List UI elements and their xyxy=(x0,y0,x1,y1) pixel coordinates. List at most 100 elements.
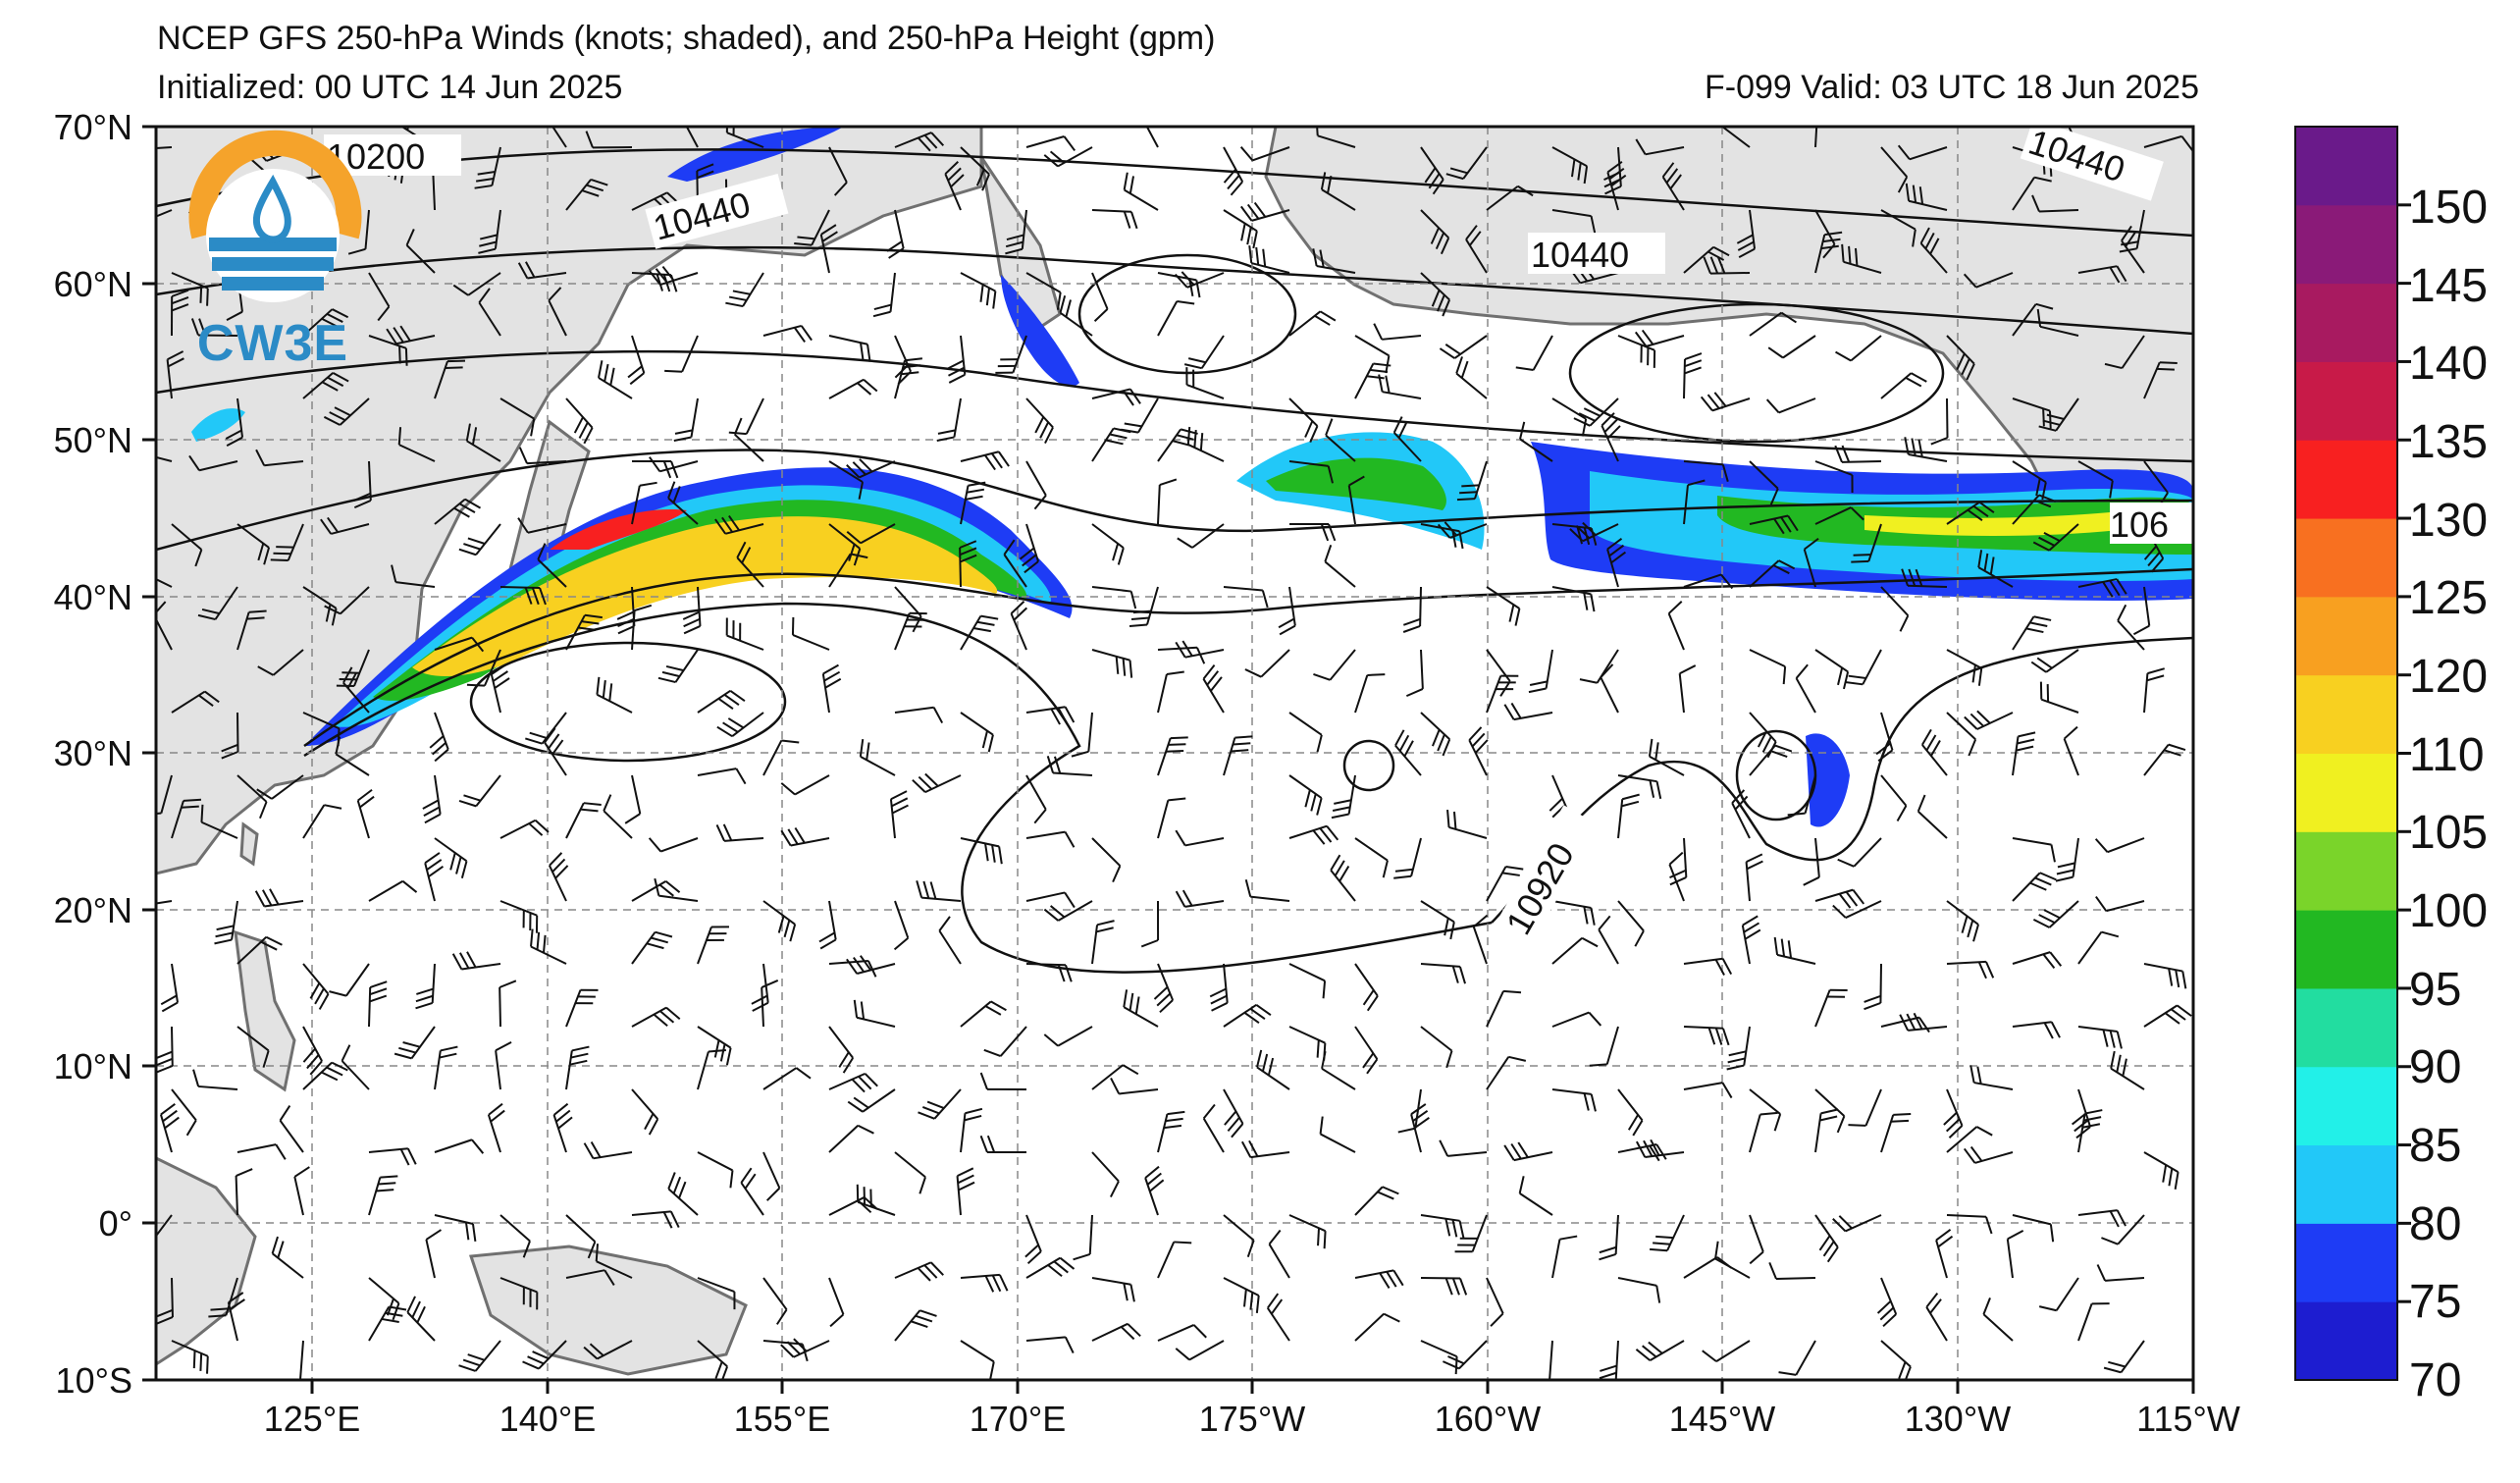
wind-barb-feather xyxy=(1382,860,1389,878)
wind-barb xyxy=(2012,303,2037,337)
colorbar-tick-label: 70 xyxy=(2409,1354,2461,1406)
wind-barb-feather xyxy=(1320,523,1330,542)
wind-barb-feather xyxy=(552,1102,569,1116)
wind-barb xyxy=(1145,127,1159,148)
wind-barb-feather xyxy=(376,1189,394,1192)
wind-barb xyxy=(565,1214,597,1243)
wind-barb-feather xyxy=(226,310,243,321)
wind-barb-feather xyxy=(930,132,945,146)
wind-barb-feather xyxy=(683,625,701,635)
wind-barb-feather xyxy=(422,799,440,810)
wind-barb-feather xyxy=(1473,914,1489,928)
wind-barb xyxy=(828,460,864,483)
wind-barb-feather xyxy=(160,1102,176,1116)
wind-barb-feather xyxy=(2007,1229,2024,1241)
wind-barb-feather xyxy=(959,547,977,556)
wind-barb-feather xyxy=(1582,521,1597,536)
wind-barb xyxy=(198,1085,238,1090)
wind-barb-feather xyxy=(1782,666,1787,685)
wind-barb-feather xyxy=(1255,246,1260,265)
colorbar-tick-label: 85 xyxy=(2409,1120,2461,1172)
wind-barb-feather xyxy=(329,990,347,997)
wind-barb-feather xyxy=(1132,609,1152,614)
colorbar-segment xyxy=(2295,831,2397,911)
wind-barb-feather xyxy=(915,1314,933,1323)
wind-barb-feather xyxy=(1606,537,1623,551)
wind-barb xyxy=(1184,837,1225,847)
wind-barb xyxy=(264,460,304,467)
wind-barb-feather xyxy=(320,518,333,535)
wind-barb-feather xyxy=(923,1264,938,1279)
wind-barb-feather xyxy=(1643,1139,1654,1157)
wind-barb-feather xyxy=(1977,667,1983,686)
wind-barb-feather xyxy=(2062,99,2074,112)
wind-barb xyxy=(2117,1214,2145,1245)
wind-barb-feather xyxy=(1227,175,1240,190)
wind-barb-feather xyxy=(2029,621,2048,627)
wind-barb-feather xyxy=(1460,360,1469,379)
wind-barb-feather xyxy=(924,772,939,787)
wind-barb-feather xyxy=(1971,664,1976,683)
wind-barb-feather xyxy=(171,295,189,305)
wind-barb-feather xyxy=(1312,248,1318,267)
wind-barb-feather xyxy=(1634,331,1648,347)
wind-barb xyxy=(1551,209,1592,218)
wind-barb-feather xyxy=(228,1292,244,1303)
wind-barb-feather xyxy=(886,240,903,252)
wind-barb-feather xyxy=(1050,905,1066,919)
wind-barb-feather xyxy=(1945,1118,1961,1133)
wind-barb-feather xyxy=(1668,851,1684,866)
wind-barb-feather xyxy=(215,931,234,938)
wind-barb-feather xyxy=(353,500,372,509)
wind-barb-feather xyxy=(1721,958,1733,976)
wind-barb-feather xyxy=(2168,968,2174,986)
wind-barb-feather xyxy=(2016,745,2034,752)
colorbar-tick-label: 75 xyxy=(2409,1276,2461,1328)
wind-barb-feather xyxy=(1780,938,1786,957)
wind-barb xyxy=(1814,209,1836,245)
wind-barb-feather xyxy=(1653,1242,1671,1245)
wind-barb-feather xyxy=(1313,672,1331,681)
wind-barb-feather xyxy=(596,676,601,695)
wind-barb-feather xyxy=(1398,734,1410,752)
wind-barb xyxy=(1025,963,1067,967)
wind-barb-feather xyxy=(729,689,746,703)
wind-barb-feather xyxy=(2181,971,2187,989)
wind-barb xyxy=(1486,1277,1504,1314)
wind-barb-feather xyxy=(873,303,892,311)
wind-barb-feather xyxy=(937,429,956,435)
wind-barb-feather xyxy=(1129,623,1148,627)
wind-barb-feather xyxy=(1599,1371,1617,1380)
wind-barb xyxy=(434,636,473,651)
wind-barb xyxy=(1191,523,1225,549)
wind-barb-feather xyxy=(1064,1336,1075,1353)
wind-barb-feather xyxy=(181,805,199,809)
wind-barb-feather xyxy=(964,1114,982,1122)
wind-barb-feather xyxy=(1440,237,1450,255)
wind-barb xyxy=(1157,484,1161,525)
wind-barb-feather xyxy=(617,617,635,628)
wind-barb xyxy=(2006,1239,2014,1279)
wind-barb-feather xyxy=(583,1346,599,1360)
wind-barb-feather xyxy=(1109,433,1128,440)
wind-barb xyxy=(1814,506,1852,525)
wind-barb-feather xyxy=(1700,396,1713,412)
wind-barb-feather xyxy=(723,693,740,707)
wind-barb-feather xyxy=(1382,1186,1399,1195)
wind-barb-feather xyxy=(1437,733,1445,752)
wind-barb-feather xyxy=(674,429,693,435)
wind-barb-feather xyxy=(2038,914,2056,925)
wind-barb-feather xyxy=(719,1043,726,1062)
wind-barb-feather xyxy=(369,987,388,996)
wind-barb xyxy=(156,146,173,149)
wind-barb xyxy=(1420,649,1424,690)
colorbar-tick-label: 120 xyxy=(2409,651,2488,703)
wind-barb-feather xyxy=(1780,311,1797,324)
wind-barb xyxy=(1157,673,1168,714)
wind-barb-feather xyxy=(958,1181,975,1192)
colorbar-segment xyxy=(2295,753,2397,832)
wind-barb-feather xyxy=(265,935,283,946)
wind-barb-feather xyxy=(1322,980,1327,999)
wind-barb-feather xyxy=(1803,875,1820,886)
cw3e-logo-text: CW3E xyxy=(196,315,349,372)
